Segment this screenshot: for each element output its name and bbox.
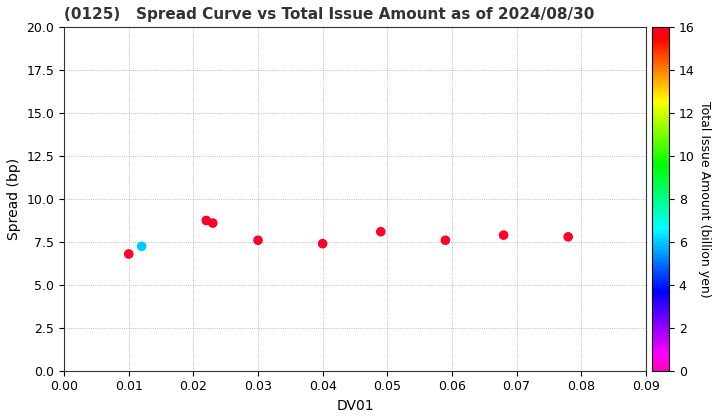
Point bbox=[562, 234, 574, 240]
Point bbox=[375, 228, 387, 235]
Point bbox=[252, 237, 264, 244]
Y-axis label: Spread (bp): Spread (bp) bbox=[7, 158, 21, 240]
Point bbox=[201, 217, 212, 224]
Point bbox=[136, 243, 148, 249]
Point bbox=[123, 251, 135, 257]
Y-axis label: Total Issue Amount (billion yen): Total Issue Amount (billion yen) bbox=[698, 101, 711, 297]
X-axis label: DV01: DV01 bbox=[336, 399, 374, 413]
Point bbox=[317, 240, 328, 247]
Point bbox=[207, 220, 218, 226]
Text: (0125)   Spread Curve vs Total Issue Amount as of 2024/08/30: (0125) Spread Curve vs Total Issue Amoun… bbox=[64, 7, 595, 22]
Point bbox=[498, 232, 509, 239]
Point bbox=[440, 237, 451, 244]
